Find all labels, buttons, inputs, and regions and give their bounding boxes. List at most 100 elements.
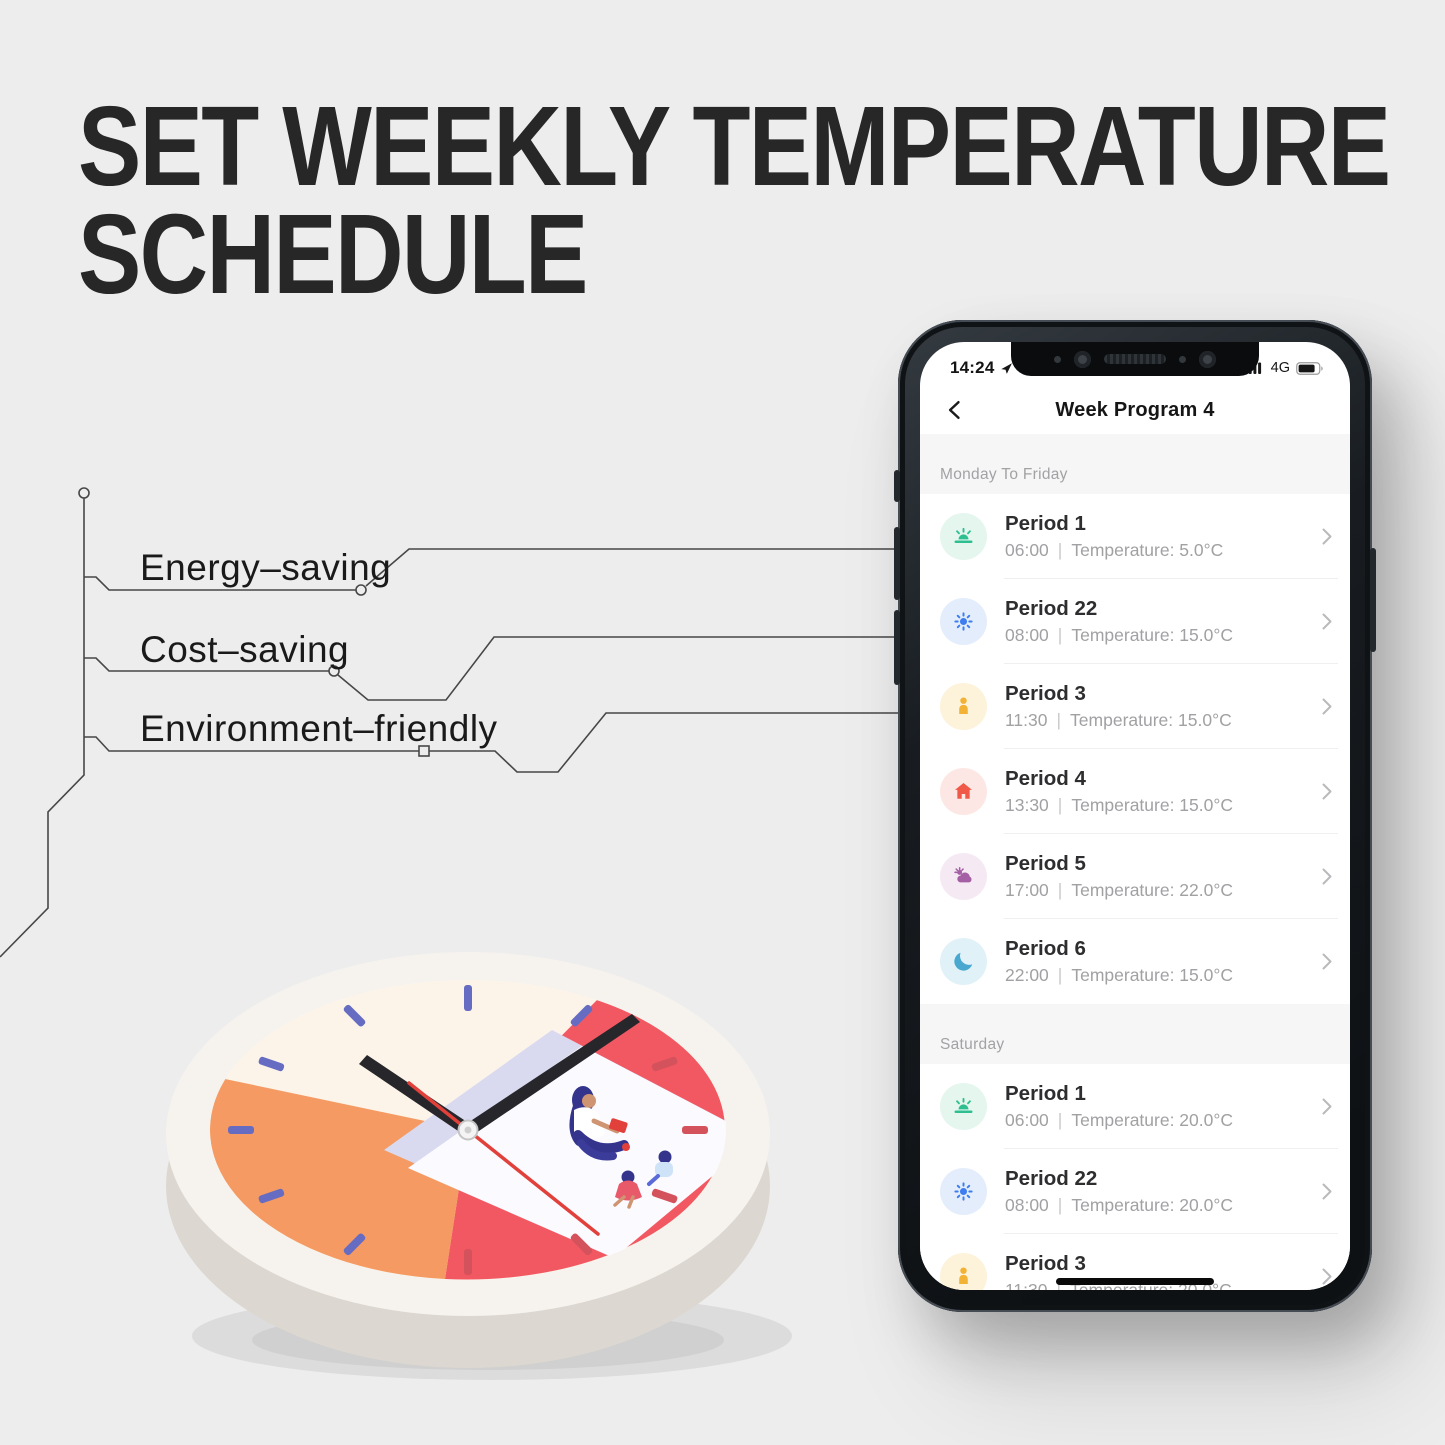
period-title: Period 3 bbox=[1005, 1252, 1086, 1275]
volume-down-button bbox=[894, 610, 900, 685]
proximity-sensor-icon bbox=[1054, 355, 1061, 363]
period-time: 08:00 bbox=[1005, 625, 1049, 645]
sunrise-icon bbox=[940, 1083, 987, 1130]
chevron-right-icon[interactable] bbox=[1322, 953, 1332, 970]
notch bbox=[1011, 342, 1259, 376]
volume-up-button bbox=[894, 527, 900, 600]
section-header-saturday: Saturday bbox=[920, 1004, 1350, 1064]
blanket-top bbox=[408, 1046, 726, 1258]
clock-ticks bbox=[228, 985, 708, 1275]
environment-underline bbox=[84, 712, 902, 773]
chevron-right-icon[interactable] bbox=[1322, 783, 1332, 800]
sun-icon bbox=[940, 598, 987, 645]
home-icon bbox=[940, 768, 987, 815]
sun-cloud-icon bbox=[940, 853, 987, 900]
orange-sector bbox=[210, 1079, 468, 1279]
period-temperature: Temperature: 15.0°C bbox=[1071, 965, 1234, 985]
cost-node-circle bbox=[328, 665, 340, 677]
person-icon bbox=[940, 683, 987, 730]
pipe-separator: | bbox=[1057, 540, 1063, 560]
section-header-weekdays: Monday To Friday bbox=[920, 434, 1350, 494]
home-indicator[interactable] bbox=[1056, 1278, 1214, 1285]
environment-node-square bbox=[418, 745, 430, 757]
period-title: Period 1 bbox=[1005, 1082, 1086, 1105]
pipe-separator: | bbox=[1057, 965, 1063, 985]
cost-link-line bbox=[337, 636, 902, 701]
chevron-right-icon[interactable] bbox=[1322, 613, 1332, 630]
moon-icon bbox=[940, 938, 987, 985]
period-title: Period 1 bbox=[1005, 512, 1086, 535]
period-title: Period 3 bbox=[1005, 682, 1086, 705]
schedule-row-period6[interactable]: Period 6 22:00 | Temperature: 15.0°C bbox=[920, 919, 1350, 1004]
period-temperature: Temperature: 15.0°C bbox=[1070, 710, 1232, 730]
power-button bbox=[1370, 548, 1376, 652]
front-camera-icon bbox=[1074, 350, 1091, 368]
earpiece-speaker-icon bbox=[1104, 354, 1166, 364]
ambient-sensor-icon bbox=[1179, 355, 1186, 363]
pipe-separator: | bbox=[1057, 625, 1063, 645]
period-temperature: Temperature: 22.0°C bbox=[1071, 880, 1234, 900]
left-rail-line bbox=[0, 498, 85, 958]
phone-screen: 14:24 4G bbox=[920, 342, 1350, 1290]
second-hand bbox=[407, 1081, 600, 1236]
period-temperature: Temperature: 20.0°C bbox=[1071, 1110, 1234, 1130]
schedule-row-period3[interactable]: Period 3 11:30 | Temperature: 15.0°C bbox=[920, 664, 1350, 749]
chevron-right-icon[interactable] bbox=[1322, 868, 1332, 885]
energy-link-line bbox=[365, 548, 902, 587]
chevron-right-icon[interactable] bbox=[1322, 1098, 1332, 1115]
energy-underline bbox=[84, 576, 356, 591]
chevron-right-icon[interactable] bbox=[1322, 698, 1332, 715]
period-title: Period 22 bbox=[1005, 597, 1098, 620]
period-time: 06:00 bbox=[1005, 1110, 1049, 1130]
period-time: 11:30 bbox=[1005, 1280, 1048, 1290]
period-time: 11:30 bbox=[1005, 710, 1048, 730]
schedule-row-period5[interactable]: Period 5 17:00 | Temperature: 22.0°C bbox=[920, 834, 1350, 919]
pipe-separator: | bbox=[1057, 1195, 1063, 1215]
location-arrow-icon bbox=[1001, 362, 1013, 374]
clock-hands bbox=[359, 1014, 640, 1236]
page-title-line1: SET WEEKLY TEMPERATURE bbox=[78, 83, 1391, 209]
period-title: Period 6 bbox=[1005, 937, 1086, 960]
schedule-row-period1[interactable]: Period 1 06:00 | Temperature: 5.0°C bbox=[920, 494, 1350, 579]
cost-underline bbox=[84, 657, 329, 672]
page-title-line2: SCHEDULE bbox=[78, 191, 588, 317]
schedule-row-sat-period1[interactable]: Period 1 06:00 | Temperature: 20.0°C bbox=[920, 1064, 1350, 1149]
chevron-left-icon bbox=[948, 401, 960, 419]
pipe-separator: | bbox=[1057, 880, 1063, 900]
period-title: Period 22 bbox=[1005, 1167, 1098, 1190]
period-temperature: Temperature: 5.0°C bbox=[1071, 540, 1224, 560]
period-time: 06:00 bbox=[1005, 540, 1049, 560]
sun-icon bbox=[940, 1168, 987, 1215]
callout-environment-friendly: Environment–friendly bbox=[140, 708, 498, 749]
page-title: SET WEEKLY TEMPERATURE SCHEDULE bbox=[78, 83, 1391, 317]
energy-node-circle bbox=[355, 584, 367, 596]
chevron-right-icon[interactable] bbox=[1322, 1268, 1332, 1285]
phone-mockup: 14:24 4G bbox=[894, 320, 1376, 1312]
period-time: 13:30 bbox=[1005, 795, 1049, 815]
status-bar: 14:24 4G bbox=[920, 342, 1350, 386]
back-button[interactable] bbox=[944, 399, 966, 421]
mute-switch bbox=[894, 470, 900, 502]
pipe-separator: | bbox=[1057, 1110, 1063, 1130]
network-label: 4G bbox=[1270, 360, 1290, 376]
chevron-right-icon[interactable] bbox=[1322, 528, 1332, 545]
mother-figure bbox=[569, 1086, 630, 1161]
boy-figure bbox=[647, 1150, 673, 1186]
callout-cost-saving: Cost–saving bbox=[140, 629, 350, 670]
face-id-camera-icon bbox=[1199, 350, 1216, 368]
schedule-row-sat-period22[interactable]: Period 22 08:00 | Temperature: 20.0°C bbox=[920, 1149, 1350, 1234]
schedule-row-period22[interactable]: Period 22 08:00 | Temperature: 15.0°C bbox=[920, 579, 1350, 664]
hour-hand bbox=[359, 1055, 473, 1135]
clock-illustration bbox=[166, 952, 792, 1380]
chevron-right-icon[interactable] bbox=[1322, 1183, 1332, 1200]
schedule-row-period4[interactable]: Period 4 13:30 | Temperature: 15.0°C bbox=[920, 749, 1350, 834]
sunrise-icon bbox=[940, 513, 987, 560]
period-title: Period 5 bbox=[1005, 852, 1086, 875]
status-time: 14:24 bbox=[950, 358, 995, 377]
battery-icon bbox=[1296, 361, 1323, 375]
pipe-separator: | bbox=[1056, 710, 1062, 730]
callout-energy-saving: Energy–saving bbox=[140, 547, 392, 588]
period-time: 08:00 bbox=[1005, 1195, 1049, 1215]
